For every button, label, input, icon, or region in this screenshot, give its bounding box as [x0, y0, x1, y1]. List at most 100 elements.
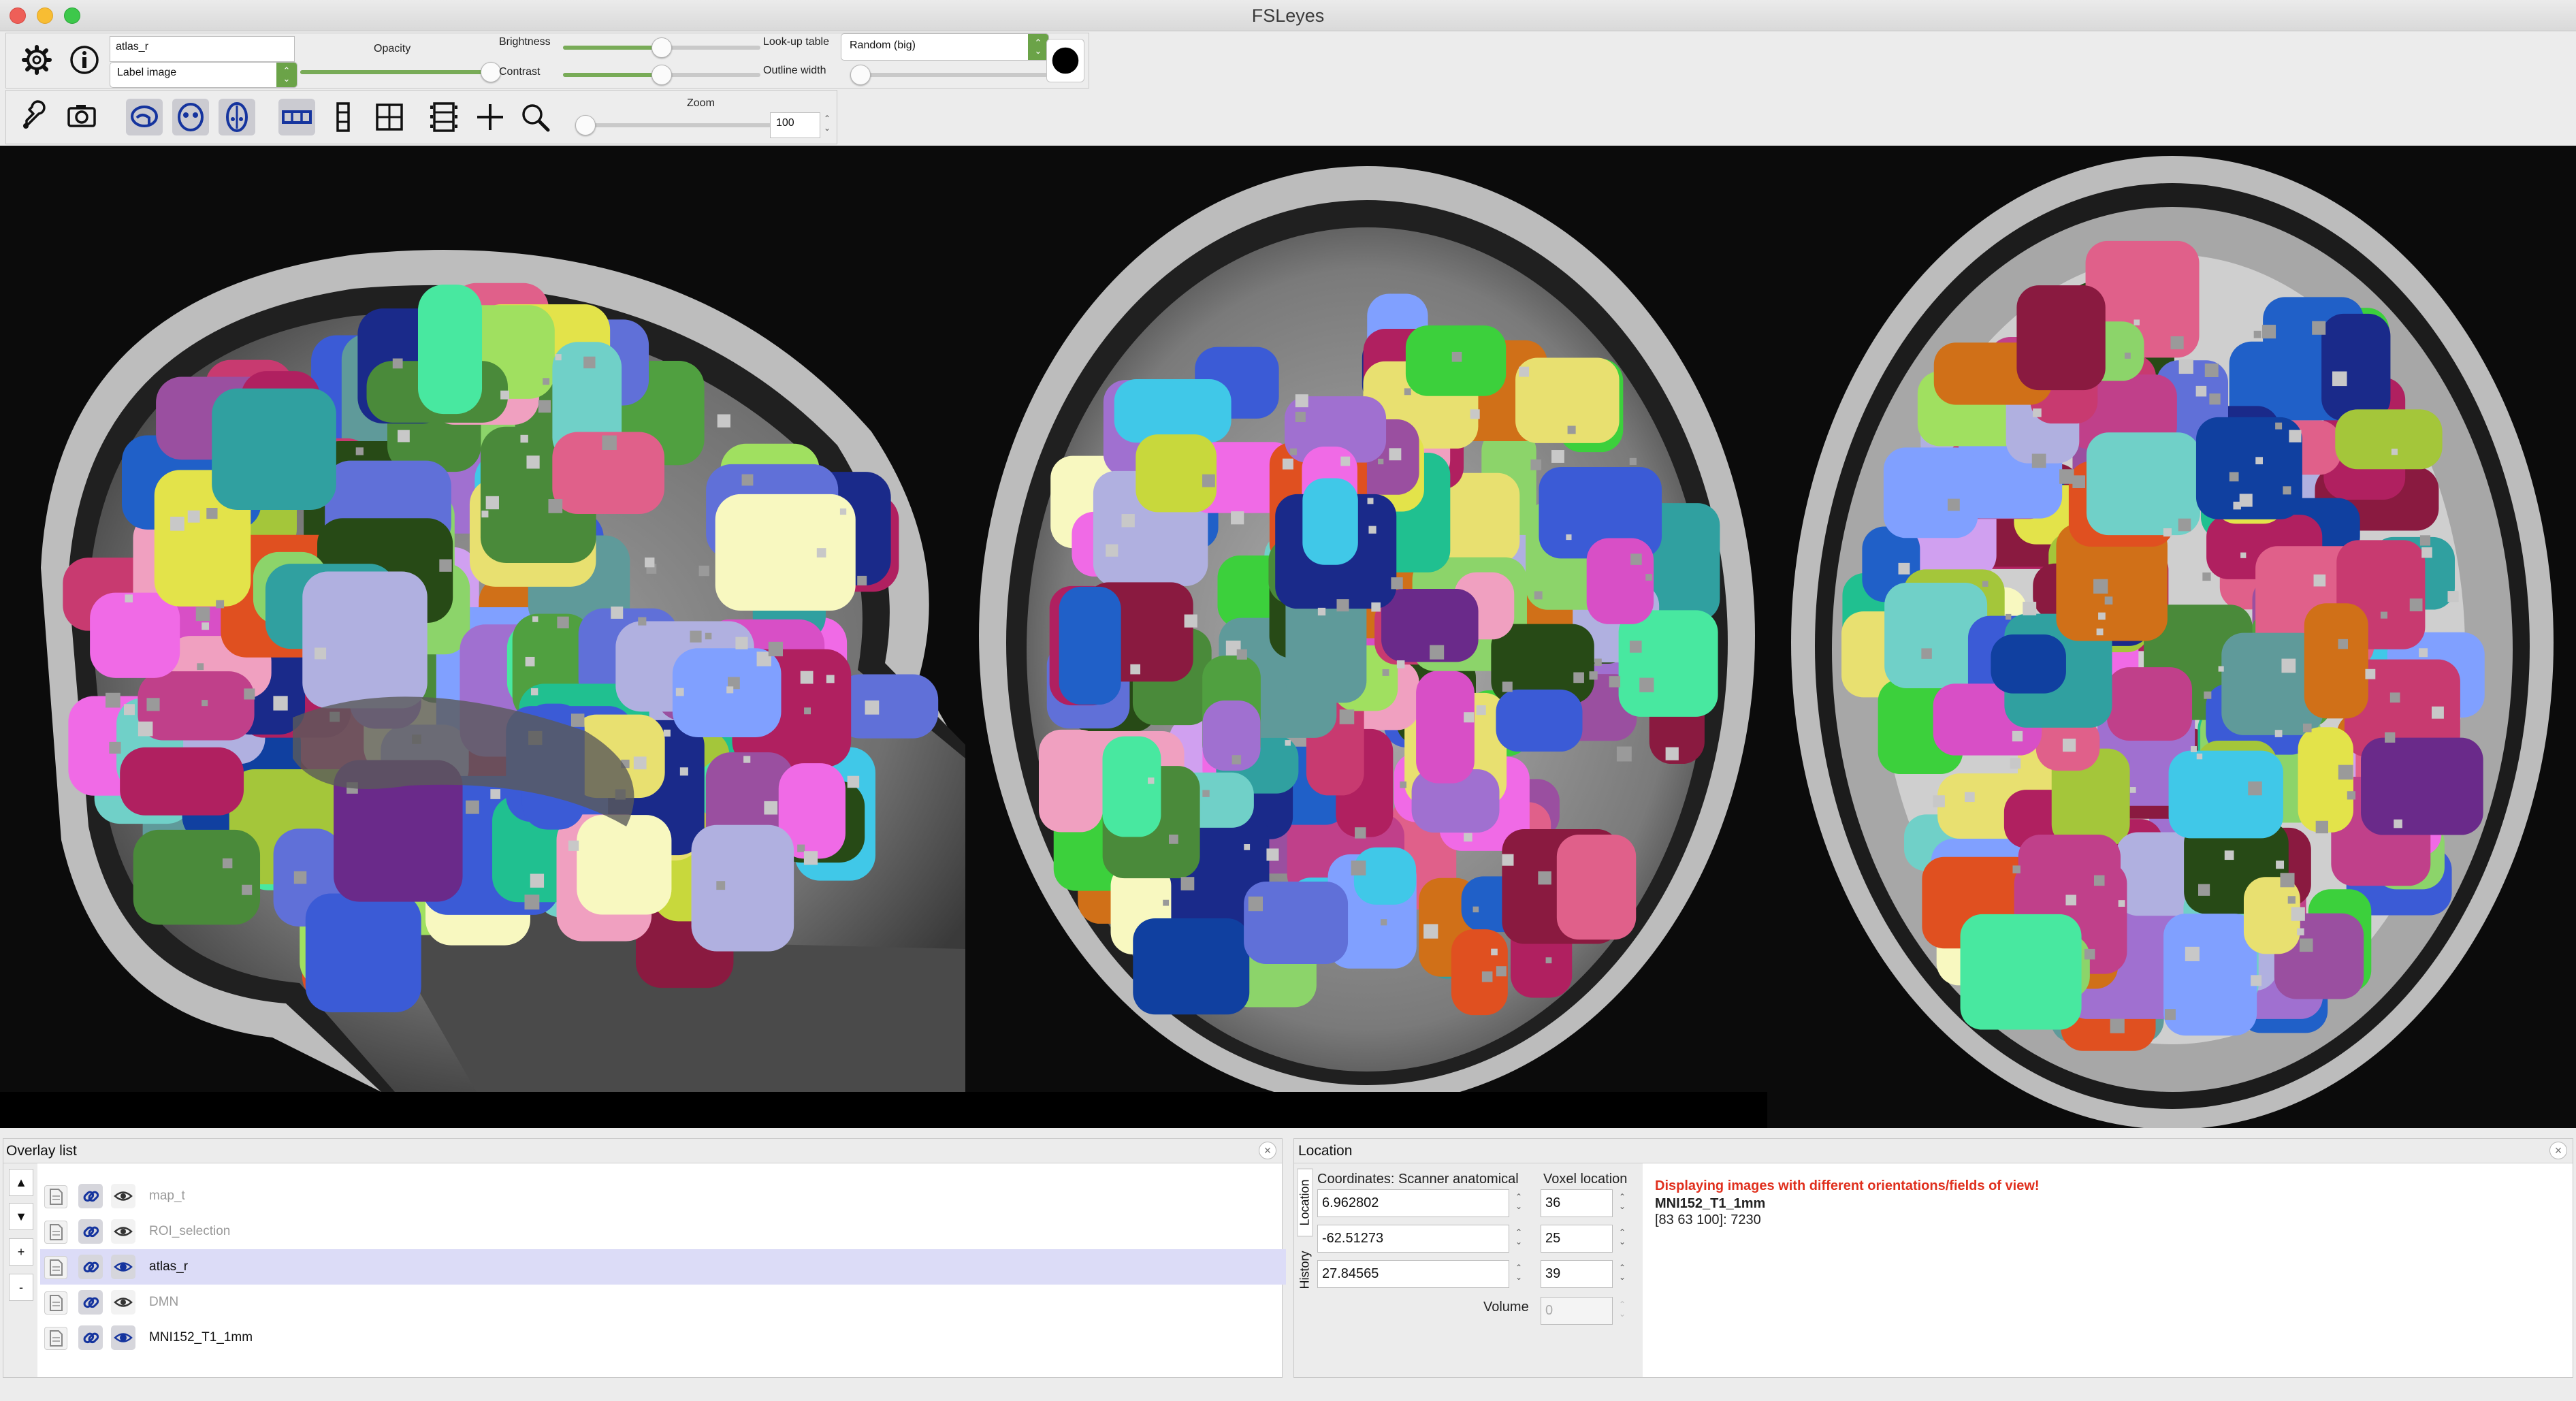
link-icon[interactable] [78, 1184, 103, 1208]
link-icon[interactable] [78, 1290, 103, 1315]
outline-width-slider[interactable] [850, 65, 1048, 85]
atlas-gap [2124, 353, 2131, 359]
atlas-gap [2170, 336, 2184, 350]
atlas-gap [1898, 562, 1910, 575]
atlas-gap [1121, 514, 1135, 528]
world-y-field[interactable]: -62.51273 [1317, 1225, 1509, 1253]
eye-icon[interactable] [111, 1219, 135, 1244]
voxel-location-label: Voxel location [1543, 1172, 1628, 1187]
atlas-parcel [1440, 472, 1520, 564]
voxel-z-field[interactable]: 39 [1541, 1260, 1613, 1288]
lut-select[interactable]: Random (big) ⌃ ⌄ [841, 33, 1049, 61]
atlas-gap [768, 641, 784, 657]
overlay-type-select[interactable]: Label image ⌃ ⌄ [110, 62, 297, 88]
atlas-parcel [2086, 432, 2200, 536]
gear-icon[interactable] [20, 43, 54, 77]
voxel-x-field[interactable]: 36 [1541, 1189, 1613, 1217]
axial-canvas[interactable] [1767, 146, 2576, 1128]
cursor-cross-icon[interactable] [473, 99, 507, 135]
zoom-slider[interactable] [575, 115, 773, 135]
close-icon[interactable]: × [1259, 1142, 1276, 1159]
overlay-row-4[interactable]: MNI152_T1_1mm [40, 1320, 1286, 1355]
camera-icon[interactable] [65, 99, 99, 133]
volume-spinner[interactable]: ⌃ ⌄ [1618, 1300, 1626, 1319]
atlas-parcel [2298, 727, 2353, 833]
zoom-icon[interactable] [518, 99, 552, 135]
overlay-row-1[interactable]: ROI_selection [40, 1214, 1286, 1249]
link-icon[interactable] [78, 1255, 103, 1279]
atlas-gap [1496, 966, 1507, 977]
minimize-window-button[interactable] [37, 7, 53, 24]
move-up-button[interactable]: ▲ [9, 1169, 33, 1196]
contrast-knob[interactable] [651, 65, 672, 85]
sagittal-canvas[interactable] [0, 146, 965, 1092]
move-down-button[interactable]: ▼ [9, 1203, 33, 1230]
overlay-name-field[interactable]: atlas_r [110, 36, 295, 62]
world-z-field[interactable]: 27.84565 [1317, 1260, 1509, 1288]
contrast-slider[interactable] [563, 65, 760, 85]
atlas-gap [2447, 591, 2459, 602]
world-x-spinner[interactable]: ⌃ ⌄ [1515, 1192, 1523, 1211]
maximize-window-button[interactable] [64, 7, 80, 24]
close-icon[interactable]: × [2549, 1142, 2567, 1159]
grid-layout-icon[interactable] [372, 99, 406, 135]
add-overlay-button[interactable]: + [9, 1238, 33, 1266]
tab-location[interactable]: Location [1297, 1168, 1313, 1237]
overlay-list-panel: Overlay list × ▲ ▼ + - map_t ROI_selecti… [3, 1138, 1286, 1378]
atlas-gap [2218, 666, 2224, 672]
coronal-canvas[interactable] [965, 146, 1767, 1092]
voxel-x-spinner[interactable]: ⌃ ⌄ [1618, 1192, 1626, 1211]
link-icon[interactable] [78, 1219, 103, 1244]
atlas-parcel [305, 893, 421, 1012]
atlas-gap [1464, 712, 1475, 723]
overlay-name: atlas_r [149, 1259, 189, 1274]
atlas-gap [705, 632, 712, 640]
world-z-spinner[interactable]: ⌃ ⌄ [1515, 1263, 1523, 1282]
opacity-slider[interactable] [300, 62, 501, 82]
atlas-gap [1202, 790, 1210, 797]
coronal-icon[interactable] [172, 99, 209, 135]
atlas-gap [1502, 681, 1513, 692]
zoom-knob[interactable] [575, 115, 596, 135]
sagittal-icon[interactable] [126, 99, 163, 135]
voxel-y-field[interactable]: 25 [1541, 1225, 1613, 1253]
info-icon[interactable] [67, 43, 101, 77]
overlay-row-2[interactable]: atlas_r [40, 1249, 1286, 1285]
atlas-gap [698, 565, 709, 577]
outline-width-knob[interactable] [850, 65, 871, 85]
ortho-view[interactable] [0, 146, 2576, 1128]
close-window-button[interactable] [10, 7, 26, 24]
remove-overlay-button[interactable]: - [9, 1274, 33, 1301]
overlay-row-0[interactable]: map_t [40, 1178, 1286, 1214]
axial-icon[interactable] [219, 99, 255, 135]
tab-history[interactable]: History [1298, 1251, 1312, 1289]
vertical-layout-icon[interactable] [326, 99, 360, 135]
link-icon[interactable] [78, 1325, 103, 1350]
wrench-icon[interactable] [18, 99, 52, 133]
atlas-gap [2062, 739, 2076, 752]
horizontal-layout-icon[interactable] [278, 99, 315, 135]
brightness-fill [563, 46, 662, 50]
brightness-slider[interactable] [563, 37, 760, 58]
voxel-z-spinner[interactable]: ⌃ ⌄ [1618, 1263, 1626, 1282]
eye-icon[interactable] [111, 1290, 135, 1315]
atlas-gap [2191, 746, 2197, 752]
volume-field[interactable]: 0 [1541, 1297, 1613, 1325]
eye-icon[interactable] [111, 1325, 135, 1350]
voxel-y-spinner[interactable]: ⌃ ⌄ [1618, 1227, 1626, 1246]
zoom-spinner[interactable]: ⌃ ⌄ [823, 114, 831, 133]
eye-icon[interactable] [111, 1255, 135, 1279]
atlas-gap [679, 767, 688, 776]
movie-icon[interactable] [427, 99, 461, 135]
atlas-gap [2281, 658, 2296, 673]
brightness-knob[interactable] [651, 37, 672, 58]
atlas-gap [2084, 948, 2095, 960]
atlas-gap [741, 474, 754, 486]
outline-color-button[interactable] [1046, 39, 1084, 82]
world-y-spinner[interactable]: ⌃ ⌄ [1515, 1227, 1523, 1246]
overlay-row-3[interactable]: DMN [40, 1285, 1286, 1320]
zoom-value-field[interactable]: 100 [770, 112, 820, 138]
eye-icon[interactable] [111, 1184, 135, 1208]
world-x-field[interactable]: 6.962802 [1317, 1189, 1509, 1217]
opacity-knob[interactable] [481, 62, 501, 82]
